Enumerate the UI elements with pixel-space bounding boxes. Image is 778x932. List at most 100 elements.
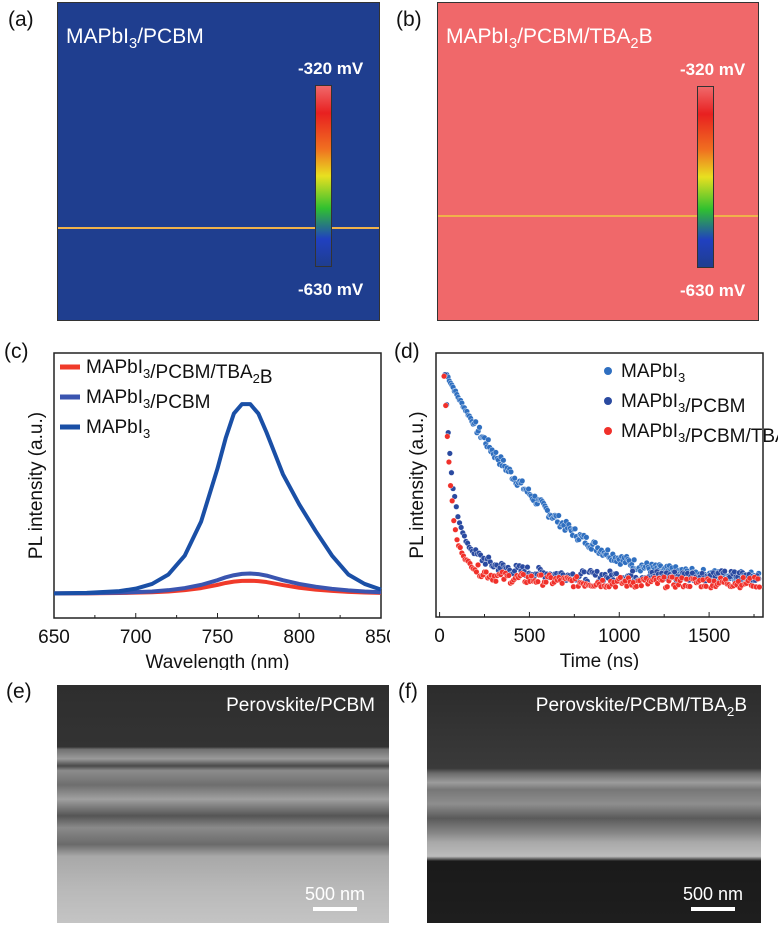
data-point <box>542 579 549 586</box>
sem-image-e: Perovskite/PCBM 500 nm <box>57 685 389 923</box>
series-line <box>53 402 382 596</box>
panel-label-c: (c) <box>4 340 29 363</box>
data-point <box>475 561 482 568</box>
sem-title-f: Perovskite/PCBM/TBA2B <box>535 695 747 719</box>
scale-bar-f: 500 nm <box>673 884 753 911</box>
kpfm-map-b: MAPbI3/PCBM/TBA2B -320 mV -630 mV <box>437 2 759 321</box>
x-tick-label: 1000 <box>598 626 640 647</box>
legend-label: MAPbI3/PCBM <box>621 391 745 417</box>
colorbar-max-a: -320 mV <box>298 59 364 78</box>
colorbar-max-b: -320 mV <box>680 60 746 79</box>
kpfm-map-a: MAPbI3/PCBM -320 mV -630 mV <box>57 2 380 321</box>
legend-label: MAPbI3 <box>621 361 685 385</box>
data-point <box>534 578 541 585</box>
legend-label: MAPbI3/PCBM <box>86 387 210 413</box>
data-point <box>573 573 580 580</box>
data-point <box>473 568 480 575</box>
legend-marker <box>604 427 612 435</box>
data-point <box>500 457 507 464</box>
data-point <box>699 576 706 583</box>
data-point <box>525 486 532 493</box>
profile-line <box>58 227 379 229</box>
legend-label: MAPbI3/PCBM/TBA2B <box>86 357 273 388</box>
legend-marker <box>604 367 612 375</box>
data-point <box>454 536 461 543</box>
data-point <box>446 450 453 457</box>
data-point <box>544 507 551 514</box>
data-point <box>457 544 464 551</box>
data-point <box>612 583 619 590</box>
data-point <box>519 477 526 484</box>
data-point <box>756 584 763 591</box>
colorbar-min-a: -630 mV <box>298 280 364 299</box>
data-point <box>599 577 606 584</box>
data-point <box>441 373 448 380</box>
data-point <box>442 402 449 409</box>
pl-spectrum-chart: 650 700 750 800 850 Wavelength (nm) PL intensi… <box>26 352 390 670</box>
x-tick-label: 850 <box>365 627 390 648</box>
sem-image-f: Perovskite/PCBM/TBA2B 500 nm <box>427 685 761 923</box>
data-point <box>458 524 465 531</box>
data-point <box>492 449 499 456</box>
data-point <box>453 503 460 510</box>
x-tick-label: 650 <box>38 627 70 648</box>
data-point <box>524 564 531 571</box>
data-point <box>671 568 678 575</box>
data-point <box>454 513 461 520</box>
colorbar-a <box>315 85 332 267</box>
map-title-b: MAPbI3/PCBM/TBA2B <box>446 25 653 53</box>
data-point <box>631 556 638 563</box>
panel-label-f: (f) <box>398 680 418 703</box>
data-point <box>754 575 761 582</box>
data-point <box>638 582 645 589</box>
scale-label: 500 nm <box>682 884 744 904</box>
legend-label: MAPbI3 <box>86 417 150 441</box>
panel-label-a: (a) <box>8 8 34 31</box>
trpl-chart: 0 500 1000 1500 Time (ns) PL intensity (a.u.)… <box>407 352 778 670</box>
data-point <box>613 570 620 577</box>
data-point <box>604 546 611 553</box>
data-point <box>444 433 451 440</box>
data-point <box>572 525 579 532</box>
data-point <box>746 575 753 582</box>
data-point <box>449 497 456 504</box>
data-point <box>472 418 479 425</box>
data-point <box>485 436 492 443</box>
data-point <box>448 469 455 476</box>
data-point <box>721 568 728 575</box>
data-point <box>686 583 693 590</box>
data-point <box>559 580 566 587</box>
x-axis-label: Time (ns) <box>560 651 640 670</box>
data-point <box>547 574 554 581</box>
data-point <box>507 468 514 475</box>
legend-label: MAPbI3/PCBM/TBA2B <box>621 421 778 452</box>
series-line <box>53 571 382 596</box>
data-point <box>483 569 490 576</box>
data-point <box>476 424 483 431</box>
x-axis-label: Wavelength (nm) <box>146 652 290 670</box>
profile-line <box>438 215 758 217</box>
data-point <box>740 574 747 581</box>
colorbar-b <box>697 86 714 268</box>
data-point <box>447 482 454 489</box>
x-tick-label: 800 <box>283 627 315 648</box>
data-point <box>664 583 671 590</box>
scale-bar-e: 500 nm <box>295 884 375 911</box>
x-tick-label: 700 <box>120 627 152 648</box>
data-point <box>511 475 518 482</box>
y-axis-label: PL intensity (a.u.) <box>407 411 428 558</box>
data-point <box>593 568 600 575</box>
data-point <box>538 571 545 578</box>
x-tick-label: 750 <box>202 627 234 648</box>
data-point <box>492 578 499 585</box>
data-point <box>735 578 742 585</box>
data-point <box>592 539 599 546</box>
map-title-a: MAPbI3/PCBM <box>66 25 204 53</box>
data-point <box>555 512 562 519</box>
sem-title-e: Perovskite/PCBM <box>226 695 375 716</box>
data-point <box>583 534 590 541</box>
data-point <box>452 526 459 533</box>
y-axis-label: PL intensity (a.u.) <box>26 412 47 559</box>
plot-frame <box>435 352 764 618</box>
data-point <box>661 574 668 581</box>
